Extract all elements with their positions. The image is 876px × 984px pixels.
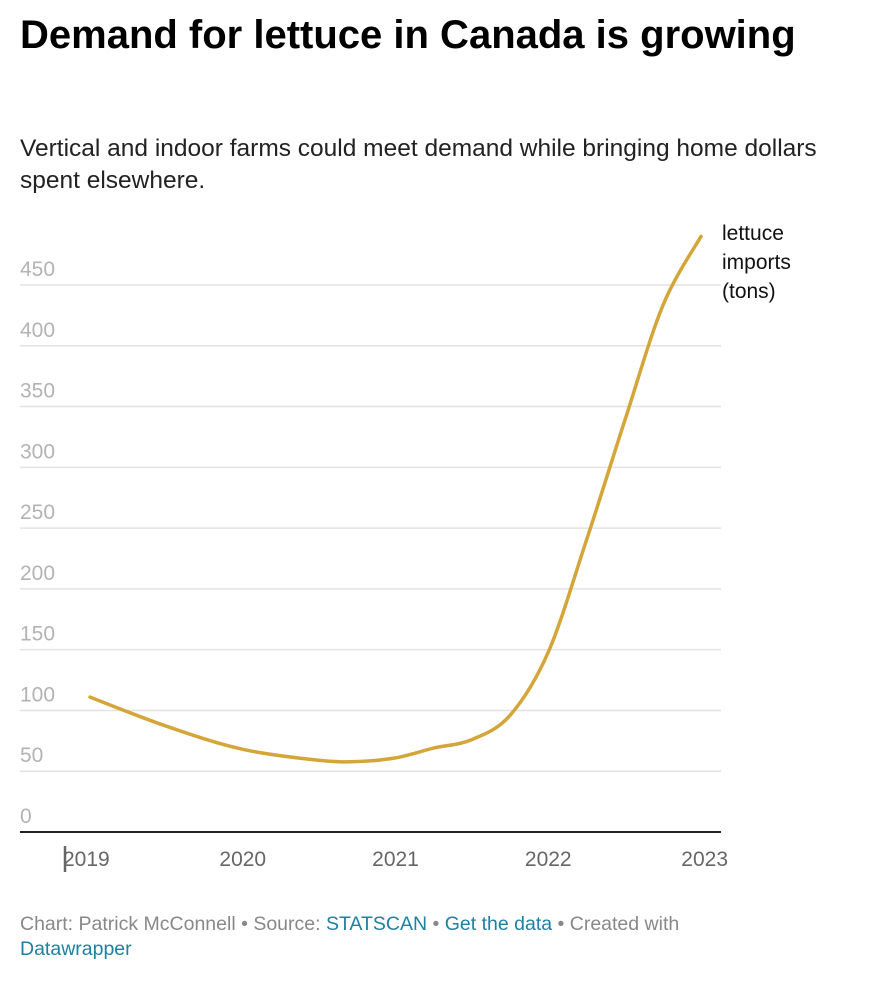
x-tick-label: 2022 (525, 848, 572, 871)
footer-separator: • (235, 913, 254, 935)
chart-subtitle: Vertical and indoor farms could meet dem… (20, 135, 817, 194)
y-tick-label: 0 (20, 805, 32, 828)
x-tick-label: 2023 (681, 848, 728, 871)
source-link[interactable]: STATSCAN (325, 913, 428, 935)
x-tick-label: 2019 (63, 848, 110, 871)
line-chart: 0 50 100 150 200 250 300 350 400 450 2019 2020 2021… (20, 222, 797, 872)
footer-separator: • (552, 913, 570, 935)
chart-footer: Chart: Patrick McConnell • Source: STATS… (20, 912, 780, 962)
y-tick-label: 200 (20, 562, 55, 585)
chart-title: Demand for lettuce in Canada is growing (20, 13, 796, 57)
get-data-link[interactable]: Get the data (444, 913, 553, 935)
y-tick-label: 350 (20, 380, 55, 403)
chart-credit: Chart: Patrick McConnell (20, 913, 236, 935)
y-axis-ticks: 0 50 100 150 200 250 300 350 400 450 (20, 258, 55, 828)
y-tick-label: 400 (20, 319, 55, 342)
y-tick-label: 150 (20, 623, 55, 646)
y-tick-label: 300 (20, 440, 55, 463)
footer-separator: • (427, 913, 445, 935)
y-tick-label: 250 (20, 501, 55, 524)
series-label-line-3: (tons) (722, 280, 776, 303)
y-tick-label: 50 (20, 744, 43, 767)
x-tick-label: 2021 (372, 848, 419, 871)
series-label-line-1: lettuce (722, 222, 784, 245)
datawrapper-link[interactable]: Datawrapper (20, 938, 132, 960)
series-label-line-2: imports (722, 251, 791, 274)
created-with-label: Created with (569, 913, 680, 935)
x-tick-label: 2020 (219, 848, 266, 871)
x-axis-ticks: 2019 2020 2021 2022 2023 (63, 846, 728, 872)
series-line-lettuce-imports (88, 234, 703, 764)
series-label-lettuce-imports: lettuce imports (tons) (722, 222, 797, 303)
y-tick-label: 100 (20, 683, 55, 706)
grid-lines (20, 284, 721, 833)
source-label: Source: (253, 913, 326, 935)
y-tick-label: 450 (20, 258, 55, 281)
